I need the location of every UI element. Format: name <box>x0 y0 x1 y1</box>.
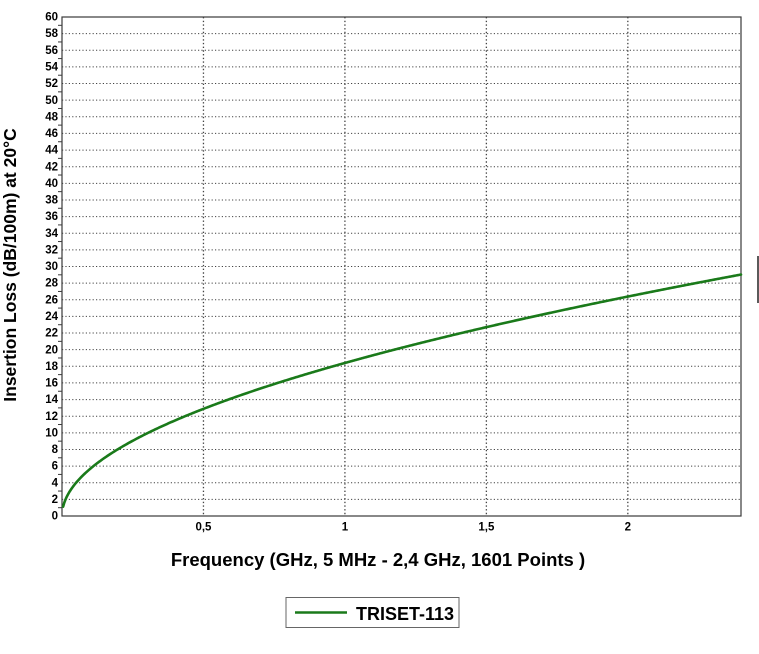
svg-text:4: 4 <box>52 477 59 489</box>
svg-text:46: 46 <box>45 128 58 140</box>
svg-text:0,5: 0,5 <box>195 522 212 534</box>
svg-text:38: 38 <box>45 195 58 207</box>
svg-text:56: 56 <box>45 45 58 57</box>
svg-text:8: 8 <box>52 444 59 456</box>
svg-text:Insertion Loss (dB/100m) at 20: Insertion Loss (dB/100m) at 20°C <box>0 128 20 402</box>
svg-text:28: 28 <box>45 278 58 290</box>
svg-text:20: 20 <box>45 344 58 356</box>
svg-text:2: 2 <box>52 494 58 506</box>
svg-text:42: 42 <box>45 161 58 173</box>
svg-text:0: 0 <box>52 511 58 523</box>
svg-text:TRISET-113: TRISET-113 <box>356 604 454 624</box>
svg-text:36: 36 <box>45 211 58 223</box>
svg-text:40: 40 <box>45 178 58 190</box>
svg-text:18: 18 <box>45 361 58 373</box>
svg-text:52: 52 <box>45 78 58 90</box>
svg-text:58: 58 <box>45 28 58 40</box>
svg-text:30: 30 <box>45 261 58 273</box>
svg-text:2: 2 <box>625 522 631 534</box>
svg-text:14: 14 <box>45 394 58 406</box>
svg-text:24: 24 <box>45 311 58 323</box>
svg-text:32: 32 <box>45 244 58 256</box>
svg-text:1,5: 1,5 <box>478 522 495 534</box>
svg-text:22: 22 <box>45 328 58 340</box>
svg-text:10: 10 <box>45 427 58 439</box>
svg-text:16: 16 <box>45 378 58 390</box>
svg-text:26: 26 <box>45 294 58 306</box>
svg-text:48: 48 <box>45 111 58 123</box>
svg-text:60: 60 <box>45 12 58 24</box>
svg-text:1: 1 <box>342 522 349 534</box>
svg-text:50: 50 <box>45 95 58 107</box>
svg-text:12: 12 <box>45 411 58 423</box>
svg-text:34: 34 <box>45 228 58 240</box>
svg-text:44: 44 <box>45 145 58 157</box>
svg-text:Frequency (GHz, 5 MHz - 2,4 GH: Frequency (GHz, 5 MHz - 2,4 GHz, 1601 Po… <box>171 549 585 570</box>
svg-text:54: 54 <box>45 62 58 74</box>
svg-text:6: 6 <box>52 461 58 473</box>
